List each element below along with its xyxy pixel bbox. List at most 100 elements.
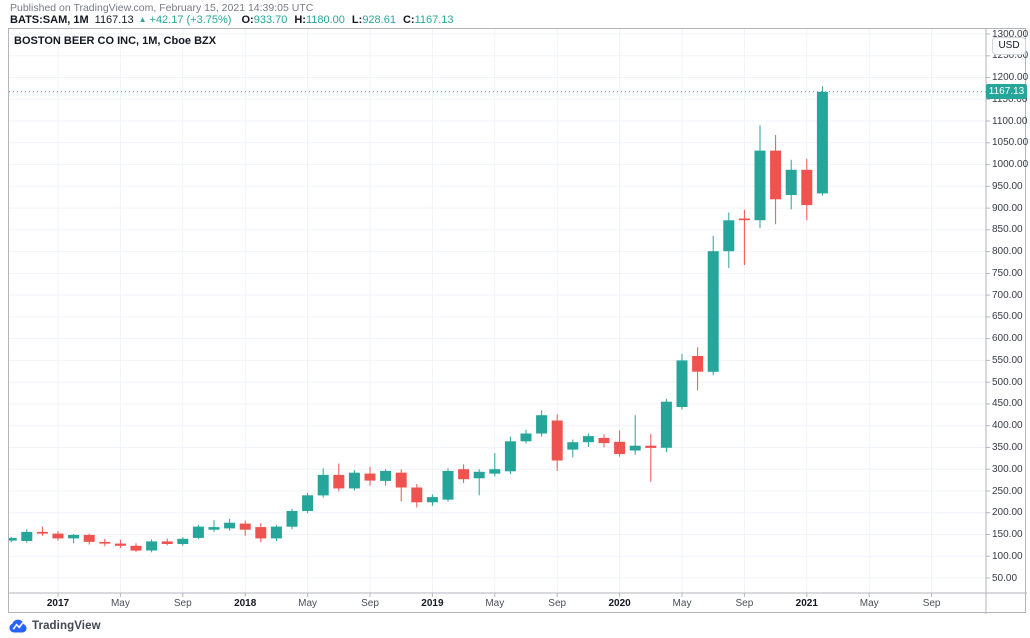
candle-Apr-2017[interactable] <box>99 538 111 547</box>
price-axis-label: 900.00 <box>992 202 1023 214</box>
time-axis-label-sep: Sep <box>735 598 754 609</box>
candle-Feb-2018[interactable] <box>255 523 267 543</box>
price-axis-label: 1100.00 <box>992 115 1028 127</box>
candle-Jan-2018[interactable] <box>239 520 251 536</box>
candle-Apr-2020[interactable] <box>660 398 672 453</box>
price-axis-label: 300.00 <box>992 463 1023 475</box>
candle-Jan-2020[interactable] <box>614 430 626 457</box>
time-axis-label-sep: Sep <box>173 598 192 609</box>
price-axis-label: 500.00 <box>992 376 1023 388</box>
candle-Jul-2019[interactable] <box>520 429 532 444</box>
price-axis-label: 1200.00 <box>992 72 1029 83</box>
candle-Feb-2019[interactable] <box>442 468 454 502</box>
candle-Jul-2018[interactable] <box>333 463 345 492</box>
time-axis-label-sep: Sep <box>361 598 379 609</box>
candle-Oct-2020[interactable] <box>754 125 766 229</box>
candle-Aug-2017[interactable] <box>161 538 173 546</box>
price-axis-label: 100.00 <box>992 550 1023 562</box>
candle-Dec-2016[interactable] <box>36 526 48 536</box>
candle-Jun-2020[interactable] <box>692 347 704 391</box>
price-axis-label: 1050.00 <box>992 137 1029 149</box>
candle-Oct-2018[interactable] <box>380 469 392 486</box>
candle-Mar-2020[interactable] <box>645 433 657 482</box>
candle-Jun-2018[interactable] <box>317 468 329 498</box>
last-price-value: 1167.13 <box>94 13 134 26</box>
candle-Jan-2017[interactable] <box>52 531 64 541</box>
ohlc-values: O:933.70 H:1180.00 L:928.61 C:1167.13 <box>241 14 460 26</box>
time-axis-label-2018: 2018 <box>234 598 257 609</box>
currency-button[interactable]: USD <box>992 37 1026 55</box>
ohlc-value-high: 1180.00 <box>305 13 345 26</box>
candle-Dec-2018[interactable] <box>411 484 423 508</box>
price-axis-label: 700.00 <box>992 289 1023 301</box>
ohlc-value-open: 933.70 <box>253 13 288 26</box>
price-axis[interactable]: 1300.00 1250.00 1200.00 1150.00 1100.00 1050.… <box>986 28 1029 593</box>
time-axis-label-2017: 2017 <box>46 598 70 609</box>
candle-Jul-2020[interactable] <box>707 235 719 376</box>
ohlc-value-low: 928.61 <box>362 13 396 26</box>
price-axis-label: 150.00 <box>992 529 1023 540</box>
candle-Dec-2019[interactable] <box>598 434 610 448</box>
candle-May-2019[interactable] <box>489 453 501 477</box>
symbol-ohlc-line: BATS:SAM, 1M 1167.13 ▲ +42.17 (+3.75%) O:933… <box>10 14 461 26</box>
candle-Nov-2018[interactable] <box>395 469 407 502</box>
candle-Aug-2020[interactable] <box>723 212 735 269</box>
candle-Feb-2021[interactable] <box>816 86 828 196</box>
candle-Dec-2020[interactable] <box>785 159 797 210</box>
candle-Mar-2019[interactable] <box>458 464 470 484</box>
candle-May-2020[interactable] <box>676 353 688 410</box>
price-axis-label: 200.00 <box>992 507 1023 519</box>
chart-title: BOSTON BEER CO INC, 1M, Cboe BZX <box>14 35 217 47</box>
price-axis-label: 1300.00 <box>992 28 1029 40</box>
tradingview-logo[interactable]: TradingView <box>9 617 101 635</box>
ohlc-value-close: 1167.13 <box>414 13 454 26</box>
candle-Nov-2016[interactable] <box>21 529 33 543</box>
candle-Apr-2019[interactable] <box>473 469 485 496</box>
time-axis-label-2021: 2021 <box>795 598 818 609</box>
candle-Sep-2017[interactable] <box>177 537 189 546</box>
candle-Oct-2016[interactable] <box>9 537 17 543</box>
candle-Jun-2019[interactable] <box>504 436 516 474</box>
candle-Jul-2017[interactable] <box>146 539 158 553</box>
candle-May-2017[interactable] <box>114 539 126 548</box>
ohlc-label-close: C: <box>402 13 415 26</box>
candle-Feb-2020[interactable] <box>629 415 641 455</box>
candle-Sep-2019[interactable] <box>551 414 563 471</box>
ohlc-label-open: O: <box>241 13 254 26</box>
up-arrow-icon: ▲ <box>138 14 147 24</box>
price-axis-label: 950.00 <box>992 180 1023 192</box>
candle-Mar-2017[interactable] <box>83 533 95 545</box>
candle-Jun-2017[interactable] <box>130 543 142 552</box>
candle-Feb-2017[interactable] <box>68 534 80 544</box>
time-axis-label-may: May <box>110 598 130 609</box>
price-axis-label: 400.00 <box>992 420 1023 432</box>
price-axis-label: 350.00 <box>992 441 1023 453</box>
time-axis-label-sep: Sep <box>922 598 941 609</box>
candle-Nov-2019[interactable] <box>582 433 594 448</box>
price-axis-label: 800.00 <box>992 246 1023 258</box>
time-axis[interactable]: 2017 May Sep 2018 May Sep 2019 May Sep 2020 May Sep… <box>9 593 986 614</box>
candle-Nov-2017[interactable] <box>208 520 220 532</box>
candle-Oct-2019[interactable] <box>567 439 579 458</box>
candle-Jan-2021[interactable] <box>801 158 813 221</box>
candle-Sep-2020[interactable] <box>738 209 750 266</box>
candle-Nov-2020[interactable] <box>770 135 782 225</box>
price-axis-label: 450.00 <box>992 398 1023 410</box>
candle-Oct-2017[interactable] <box>192 524 204 540</box>
candle-Dec-2017[interactable] <box>224 518 236 531</box>
price-axis-label: 250.00 <box>992 485 1023 497</box>
candle-Jan-2019[interactable] <box>426 494 438 506</box>
ohlc-label-high: H: <box>294 13 306 26</box>
price-axis-label: 750.00 <box>992 267 1023 279</box>
time-axis-label-may: May <box>859 598 879 609</box>
candle-Aug-2019[interactable] <box>536 410 548 437</box>
candle-Aug-2018[interactable] <box>348 470 360 491</box>
candle-May-2018[interactable] <box>302 492 314 514</box>
candle-Mar-2018[interactable] <box>270 524 282 541</box>
time-axis-label-2020: 2020 <box>608 598 631 609</box>
candle-Apr-2018[interactable] <box>286 508 298 530</box>
candlestick-plot[interactable] <box>9 29 1027 614</box>
candle-Sep-2018[interactable] <box>364 466 376 486</box>
price-axis-label: 850.00 <box>992 224 1023 236</box>
